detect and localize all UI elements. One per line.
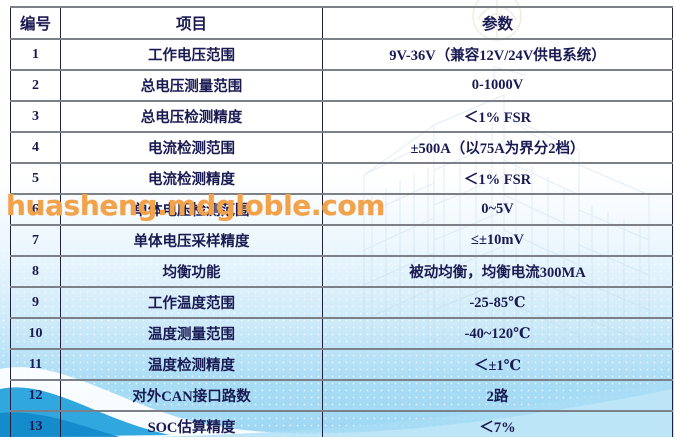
cell-param: ±500A（以75A为界分2档） [322,131,673,164]
table-header-row: 编号 项目 参数 [10,6,673,40]
cell-item: 总电压检测精度 [60,100,323,133]
table-row: 5 电流检测精度 ＜1% FSR [10,162,673,195]
cell-item: 对外CAN接口路数 [60,379,323,412]
column-header-item: 项目 [60,6,323,40]
table-row: 9 工作温度范围 -25-85℃ [10,286,673,319]
cell-item: 均衡功能 [60,255,323,288]
cell-param: 0~5V [322,193,673,226]
table-body: 1 工作电压范围 9V-36V（兼容12V/24V供电系统） 2 总电压测量范围… [10,38,673,437]
cell-no: 2 [10,69,61,102]
cell-param: -40~120℃ [322,317,673,350]
table-row: 7 单体电压采样精度 ≤±10mV [10,224,673,257]
cell-param: -25-85℃ [322,286,673,319]
cell-param: ＜1% FSR [322,100,673,133]
cell-no: 1 [10,38,61,71]
cell-param: ＜±1℃ [322,348,673,381]
cell-param: 2路 [322,379,673,412]
cell-no: 11 [10,348,61,381]
table-row: 13 SOC估算精度 ＜7% [10,410,673,437]
cell-item: 温度检测精度 [60,348,323,381]
table-row: 1 工作电压范围 9V-36V（兼容12V/24V供电系统） [10,38,673,71]
cell-param: ≤±10mV [322,224,673,257]
cell-item: 电流检测范围 [60,131,323,164]
table-row: 11 温度检测精度 ＜±1℃ [10,348,673,381]
cell-item: 工作电压范围 [60,38,323,71]
table-row: 12 对外CAN接口路数 2路 [10,379,673,412]
cell-no: 4 [10,131,61,164]
table-row: 6 单体电压检测范围 0~5V [10,193,673,226]
cell-item: 电流检测精度 [60,162,323,195]
cell-param: 0-1000V [322,69,673,102]
cell-param: ＜1% FSR [322,162,673,195]
cell-no: 8 [10,255,61,288]
cell-no: 5 [10,162,61,195]
cell-item: 工作温度范围 [60,286,323,319]
column-header-param: 参数 [322,6,673,40]
cell-param: ＜7% [322,410,673,437]
cell-item: 单体电压检测范围 [60,193,323,226]
cell-no: 9 [10,286,61,319]
table-row: 3 总电压检测精度 ＜1% FSR [10,100,673,133]
cell-no: 6 [10,193,61,226]
cell-item: SOC估算精度 [60,410,323,437]
cell-param: 9V-36V（兼容12V/24V供电系统） [322,38,673,71]
cell-no: 13 [10,410,61,437]
cell-no: 3 [10,100,61,133]
table-row: 2 总电压测量范围 0-1000V [10,69,673,102]
table-row: 4 电流检测范围 ±500A（以75A为界分2档） [10,131,673,164]
column-header-no: 编号 [10,6,61,40]
table-row: 8 均衡功能 被动均衡，均衡电流300MA [10,255,673,288]
cell-param: 被动均衡，均衡电流300MA [322,255,673,288]
cell-item: 单体电压采样精度 [60,224,323,257]
cell-item: 总电压测量范围 [60,69,323,102]
specification-table: 编号 项目 参数 1 工作电压范围 9V-36V（兼容12V/24V供电系统） … [10,6,673,437]
cell-no: 10 [10,317,61,350]
cell-item: 温度测量范围 [60,317,323,350]
cell-no: 12 [10,379,61,412]
table-row: 10 温度测量范围 -40~120℃ [10,317,673,350]
cell-no: 7 [10,224,61,257]
